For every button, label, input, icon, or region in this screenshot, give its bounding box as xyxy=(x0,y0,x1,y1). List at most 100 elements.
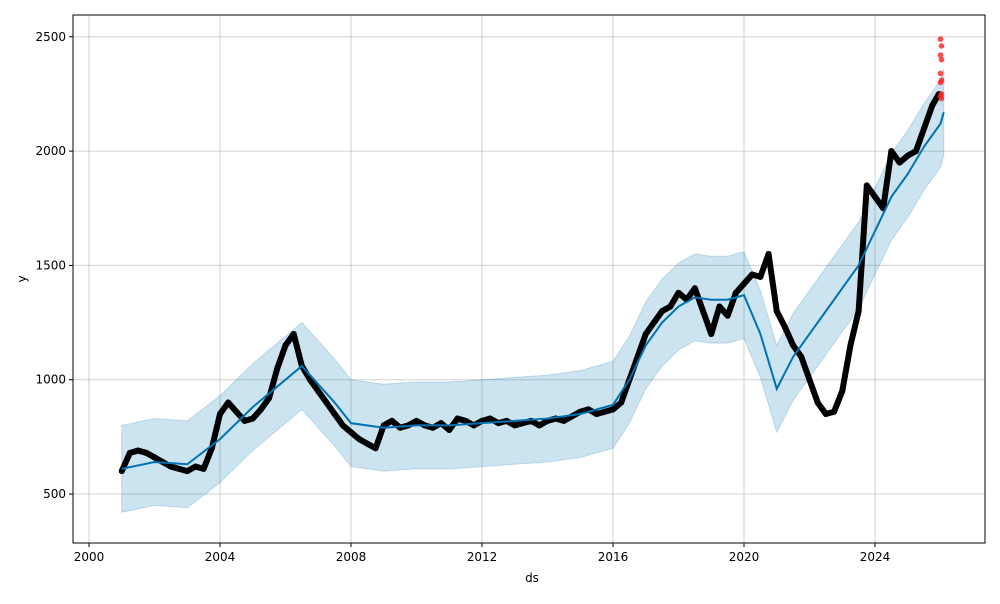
observed-point xyxy=(798,353,805,360)
observed-point xyxy=(511,422,518,429)
observed-point xyxy=(118,468,125,475)
x-tick-label: 2024 xyxy=(860,550,891,564)
future-point xyxy=(937,70,944,77)
observed-point xyxy=(454,415,461,422)
observed-point xyxy=(266,394,273,401)
future-point xyxy=(937,79,944,86)
x-tick-label: 2012 xyxy=(467,550,498,564)
y-axis-label: y xyxy=(15,275,29,282)
y-axis: 500 1000 1500 2000 2500 xyxy=(35,30,73,501)
observed-point xyxy=(388,417,395,424)
future-point xyxy=(937,36,944,42)
observed-point xyxy=(781,324,788,331)
future-point xyxy=(938,43,945,49)
observed-point xyxy=(323,399,330,406)
observed-point xyxy=(716,303,723,310)
observed-point xyxy=(167,463,174,470)
uncertainty-interval xyxy=(121,68,945,513)
future-point xyxy=(938,56,945,63)
forecast-line xyxy=(121,111,945,470)
x-tick-label: 2004 xyxy=(205,550,236,564)
observed-point xyxy=(519,420,526,427)
observed-point xyxy=(790,342,797,349)
observed-point xyxy=(184,468,191,475)
observed-point xyxy=(732,289,739,296)
observed-point xyxy=(691,285,698,292)
observed-point xyxy=(274,365,281,372)
observed-point xyxy=(708,330,715,337)
observed-point xyxy=(462,417,469,424)
observed-point xyxy=(560,417,567,424)
observed-point xyxy=(348,429,354,436)
observed-point xyxy=(724,312,731,319)
observed-point xyxy=(536,422,543,429)
observed-point xyxy=(642,330,649,337)
observed-point xyxy=(233,408,240,415)
observed-point xyxy=(217,410,223,417)
observed-point xyxy=(200,465,207,472)
observed-point xyxy=(143,449,150,456)
observed-point xyxy=(749,271,756,278)
observed-point xyxy=(863,182,870,189)
observed-point xyxy=(773,308,780,315)
observed-point xyxy=(872,193,878,200)
observed-point xyxy=(929,102,936,109)
observed-point xyxy=(315,388,322,395)
observed-point xyxy=(822,410,829,417)
observed-point xyxy=(831,408,838,415)
observed-point xyxy=(593,410,600,417)
x-tick-label: 2020 xyxy=(729,550,760,564)
observed-point xyxy=(487,415,494,422)
observed-point xyxy=(257,406,264,413)
observed-point xyxy=(855,308,862,315)
observed-point xyxy=(339,422,346,429)
y-tick-label: 1500 xyxy=(35,258,66,272)
y-tick-label: 2500 xyxy=(35,30,66,44)
observed-point xyxy=(446,426,453,433)
observed-point xyxy=(290,330,297,337)
observed-point xyxy=(151,454,158,461)
x-axis: 2000 2004 2008 2012 2016 2020 2024 xyxy=(74,543,891,564)
observed-point xyxy=(839,388,846,395)
observed-point xyxy=(249,415,256,422)
observed-point xyxy=(765,250,772,257)
future-points xyxy=(937,36,945,102)
observed-point xyxy=(618,399,625,406)
observed-point xyxy=(888,148,895,155)
observed-point xyxy=(241,417,248,424)
observed-point xyxy=(356,436,363,443)
x-tick-label: 2000 xyxy=(74,550,105,564)
observed-point xyxy=(896,159,903,166)
observed-point xyxy=(282,342,289,349)
observed-point xyxy=(814,399,821,406)
observed-point xyxy=(364,440,371,447)
observed-point xyxy=(331,410,338,417)
observed-point xyxy=(135,447,142,454)
observed-point xyxy=(700,308,707,315)
y-tick-label: 500 xyxy=(43,487,66,501)
observed-point xyxy=(921,125,928,132)
observed-point xyxy=(413,417,420,424)
observed-point xyxy=(610,406,616,413)
x-axis-label: ds xyxy=(525,571,539,585)
observed-point xyxy=(806,376,813,383)
observed-point xyxy=(757,273,764,280)
observed-point xyxy=(126,449,133,456)
x-tick-label: 2016 xyxy=(598,550,629,564)
plot-frame xyxy=(72,14,986,544)
observed-point xyxy=(675,289,682,296)
observed-point xyxy=(912,148,919,155)
observed-point xyxy=(659,308,666,315)
grid xyxy=(73,15,985,543)
observed-point xyxy=(667,303,674,310)
observed-point xyxy=(225,399,232,406)
observed-point xyxy=(650,319,657,326)
observed-point xyxy=(176,465,183,472)
y-tick-label: 1000 xyxy=(35,373,66,387)
y-tick-label: 2000 xyxy=(35,144,66,158)
observed-point xyxy=(847,342,854,349)
future-point xyxy=(938,95,945,102)
observed-point xyxy=(904,152,911,159)
future-point xyxy=(937,52,944,58)
